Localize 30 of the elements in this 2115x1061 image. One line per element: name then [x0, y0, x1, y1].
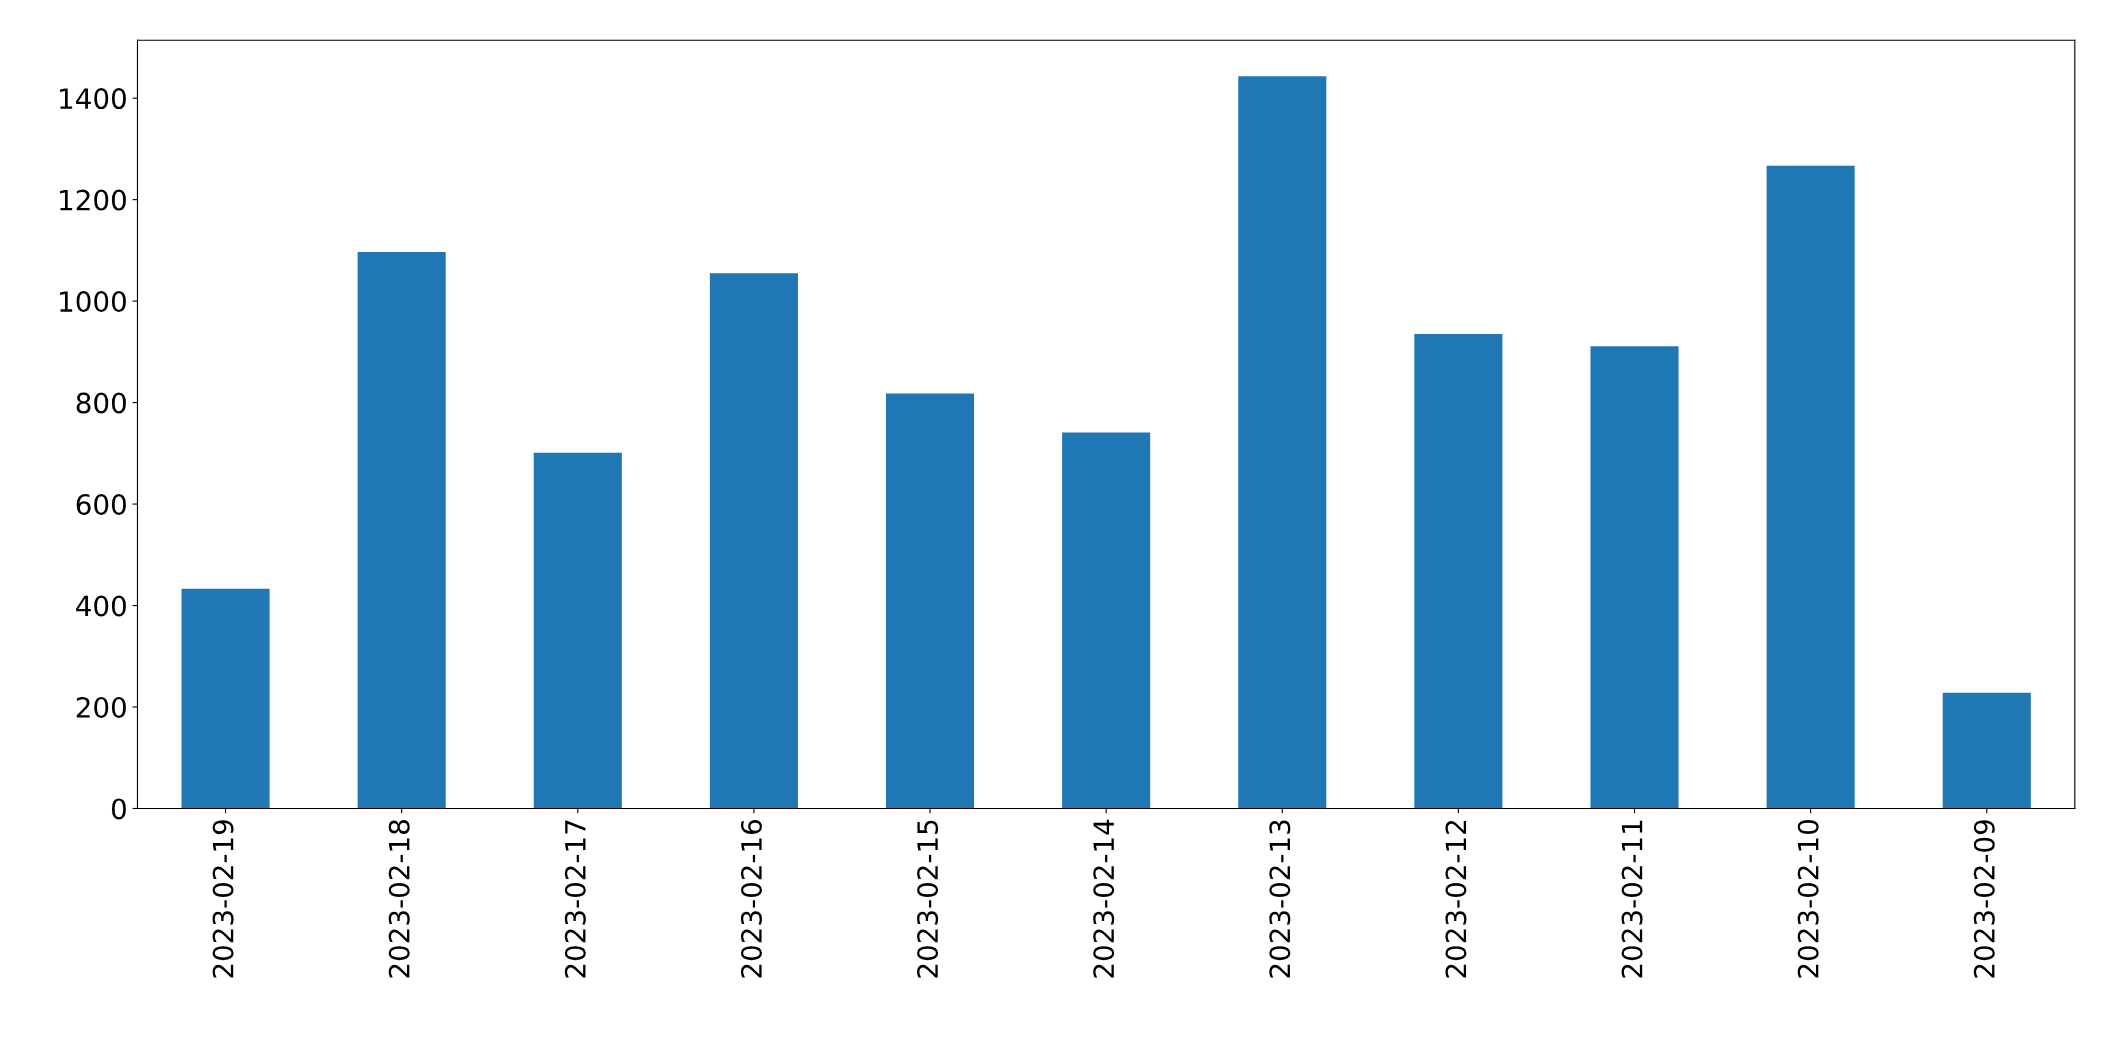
- x-tick-label: 2023-02-19: [212, 820, 234, 978]
- bar: [1590, 346, 1679, 809]
- x-tick-label: 2023-02-14: [1093, 819, 1115, 978]
- x-tick-label: 2023-02-12: [1445, 820, 1467, 978]
- bar: [1414, 334, 1503, 809]
- bar: [885, 393, 975, 809]
- x-tick-label: 2023-02-13: [1269, 820, 1291, 978]
- x-tick-label: 2023-02-16: [740, 819, 762, 978]
- bar: [1062, 432, 1151, 809]
- y-tick-label: 1000: [60, 291, 126, 313]
- bar: [357, 251, 446, 809]
- bar: [1766, 165, 1855, 809]
- bar: [181, 588, 270, 809]
- bar: [533, 452, 622, 809]
- y-tick-label: 400: [76, 595, 126, 617]
- bar: [1942, 692, 2031, 809]
- y-tick-label: 200: [76, 696, 126, 718]
- bar: [709, 273, 798, 809]
- x-tick-label: 2023-02-15: [917, 820, 939, 978]
- y-tick-label: 1400: [60, 88, 126, 110]
- x-tick-label: 2023-02-11: [1621, 820, 1643, 978]
- x-tick-label: 2023-02-18: [388, 820, 410, 978]
- y-tick-label: 1200: [60, 189, 126, 211]
- x-tick-label: 2023-02-17: [564, 820, 586, 978]
- x-tick-label: 2023-02-10: [1797, 820, 1819, 978]
- y-tick-label: 0: [111, 798, 126, 820]
- y-tick-label: 800: [76, 392, 126, 414]
- y-tick-label: 600: [76, 493, 126, 516]
- x-tick-label: 2023-02-09: [1973, 820, 1995, 978]
- bar: [1238, 76, 1327, 809]
